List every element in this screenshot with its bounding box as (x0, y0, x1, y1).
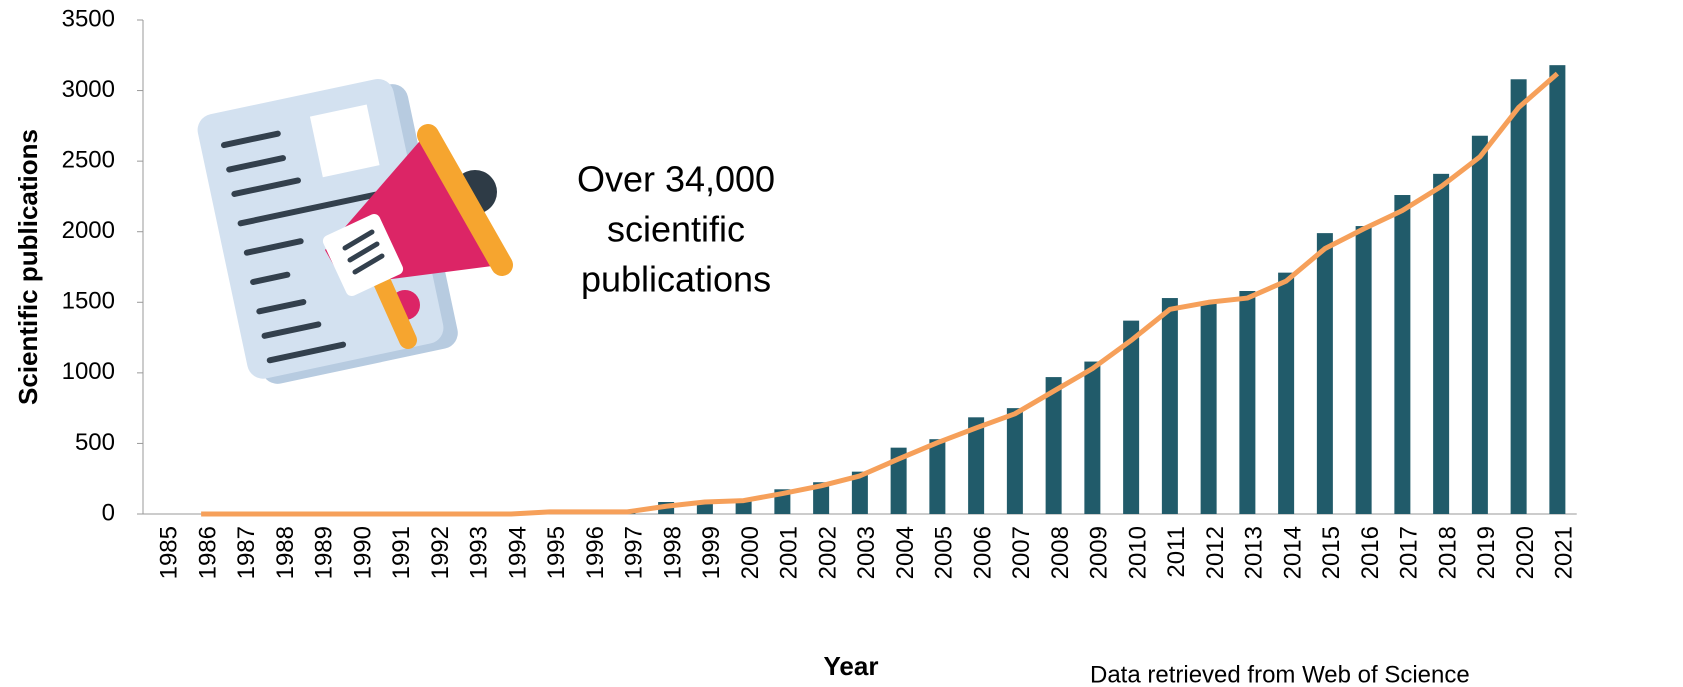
x-tick-label: 2005 (931, 526, 958, 579)
x-tick-label: 2011 (1163, 526, 1190, 578)
x-tick-label: 1993 (466, 526, 493, 579)
x-tick-label: 2016 (1357, 526, 1384, 579)
x-tick-label: 2010 (1124, 526, 1151, 579)
y-tick-label: 0 (102, 499, 115, 526)
x-tick-label: 1995 (543, 526, 570, 579)
x-tick-label: 2019 (1473, 526, 1500, 579)
y-axis-label: Scientific publications (13, 129, 43, 405)
x-tick-label: 1988 (272, 526, 299, 579)
x-tick-label: 1994 (504, 526, 531, 579)
x-tick-label: 1997 (621, 526, 648, 579)
x-tick-label: 2002 (814, 526, 841, 579)
x-tick-label: 1998 (659, 526, 686, 579)
x-tick-label: 2008 (1047, 526, 1074, 579)
bar (1123, 320, 1140, 514)
bar (1510, 79, 1527, 514)
x-tick-label: 2001 (776, 526, 803, 579)
bar (1433, 173, 1450, 515)
bar (1355, 226, 1372, 514)
trend-line (201, 71, 1560, 517)
bar (813, 482, 830, 514)
annotation: scientific (607, 209, 745, 250)
y-tick-label: 1000 (62, 358, 115, 385)
x-tick-label: 2013 (1241, 526, 1268, 579)
x-tick-label: 2004 (892, 526, 919, 579)
x-tick-label: 1991 (388, 526, 415, 579)
bar (735, 499, 752, 514)
bar (851, 471, 868, 514)
x-tick-label: 1986 (194, 526, 221, 579)
annotation: publications (581, 259, 771, 300)
x-tick-label: 2018 (1434, 526, 1461, 579)
x-tick-label: 2006 (969, 526, 996, 579)
x-tick-label: 2012 (1202, 526, 1229, 579)
x-tick-label: 2015 (1318, 526, 1345, 579)
y-tick-label: 2000 (62, 217, 115, 244)
x-tick-label: 1987 (233, 526, 260, 579)
bar (1045, 377, 1062, 514)
y-tick-label: 500 (75, 429, 115, 456)
x-tick-label: 1992 (427, 526, 454, 579)
x-tick-label: 1985 (156, 526, 183, 579)
x-tick-label: 1989 (311, 526, 338, 579)
y-tick-label: 3000 (62, 76, 115, 103)
x-tick-label: 1990 (349, 526, 376, 579)
source-note: Data retrieved from Web of Science (1090, 661, 1470, 687)
bar (968, 417, 985, 514)
x-tick-label: 2000 (737, 526, 764, 579)
bar (1278, 272, 1295, 514)
x-tick-label: 2021 (1551, 526, 1578, 579)
bar (1161, 298, 1178, 514)
icon (197, 78, 513, 384)
bar (890, 447, 907, 514)
bar (1316, 233, 1333, 514)
x-tick-label: 1999 (698, 526, 725, 579)
bar (1239, 290, 1256, 514)
y-tick-label: 1500 (62, 288, 115, 315)
bar (1549, 65, 1566, 514)
y-tick-label: 3500 (62, 5, 115, 32)
x-tick-label: 2014 (1279, 526, 1306, 579)
bar (1006, 408, 1023, 514)
bar (929, 439, 946, 514)
x-axis-label: Year (824, 651, 879, 681)
bar (1471, 135, 1488, 515)
bar (1394, 195, 1411, 514)
x-tick-label: 2007 (1008, 526, 1035, 579)
x-tick-label: 2009 (1086, 526, 1113, 579)
annotation: Over 34,000 (577, 159, 775, 200)
bar (1200, 302, 1217, 514)
bar (1084, 361, 1101, 514)
x-tick-label: 2020 (1512, 526, 1539, 579)
x-tick-label: 1996 (582, 526, 609, 579)
y-tick-label: 2500 (62, 146, 115, 173)
x-tick-label: 2017 (1396, 526, 1423, 579)
x-tick-label: 2003 (853, 526, 880, 579)
